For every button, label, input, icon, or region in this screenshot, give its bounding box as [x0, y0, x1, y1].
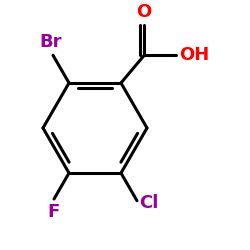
- Text: F: F: [48, 203, 60, 221]
- Text: O: O: [136, 4, 152, 22]
- Text: Br: Br: [40, 33, 62, 51]
- Text: OH: OH: [179, 46, 210, 64]
- Text: Cl: Cl: [139, 194, 158, 212]
